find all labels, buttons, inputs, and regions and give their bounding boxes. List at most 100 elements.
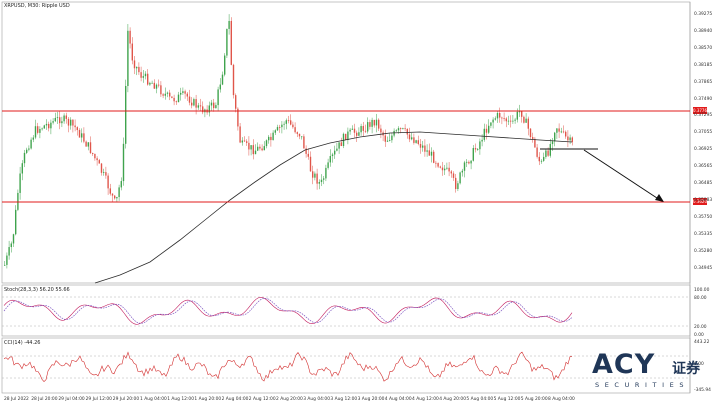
stoch-signal-line (3, 297, 573, 324)
candle-body (347, 131, 349, 140)
candle-body (463, 162, 466, 171)
candle-body (160, 85, 162, 95)
cci-indicator-label: CCI(14) -44.26 (4, 340, 41, 346)
time-tick-label-14: 4 Aug 04:00 (384, 397, 412, 402)
candle-body (250, 145, 252, 150)
candle-body (215, 105, 217, 109)
candle-body (380, 128, 382, 133)
candle-body (450, 171, 452, 174)
candle-body (503, 118, 505, 119)
candle-body (551, 141, 554, 145)
candle-body (459, 172, 461, 184)
projection-arrow-shaft[interactable] (583, 149, 661, 201)
candle-body (411, 137, 413, 140)
candle-body (138, 66, 140, 73)
candle-body (94, 153, 96, 159)
chart-title: XRPUSD, M30: Ripple USD (4, 3, 70, 9)
candle-body (107, 175, 109, 189)
candle-body (72, 119, 74, 126)
cci-tick-label-0: 443.22 (694, 340, 710, 345)
candle-body (125, 85, 127, 144)
candle-body (158, 84, 160, 86)
logo-subtitle: SECURITIES (595, 381, 690, 389)
candle-body (305, 148, 307, 154)
candle-body (446, 167, 448, 169)
candle-body (226, 28, 228, 56)
price-tick-label-11: 0.35983 (694, 197, 713, 203)
candle-body (45, 123, 48, 126)
price-tick-label-10: 0.36485 (694, 181, 713, 186)
candle-body (549, 144, 551, 156)
candle-body (140, 72, 142, 78)
candle-body (182, 91, 184, 93)
candle-body (56, 117, 59, 119)
projection-arrow-head (655, 194, 664, 202)
candle-body (184, 91, 186, 94)
candle-body (265, 140, 268, 147)
candle-body (320, 179, 323, 183)
candle-body (41, 128, 43, 130)
candle-body (129, 30, 131, 44)
candle-body (384, 135, 386, 142)
candle-body (452, 173, 455, 178)
candle-body (303, 136, 305, 149)
candle-body (131, 43, 133, 61)
candle-body (259, 146, 261, 149)
candle-body (406, 128, 408, 135)
candle-body (481, 139, 483, 142)
stoch-panel-frame (1, 284, 691, 337)
candle-body (52, 121, 54, 123)
candle-body (371, 119, 373, 127)
candle-body (155, 84, 158, 89)
candle-body (281, 124, 283, 128)
candle-body (26, 149, 28, 153)
candle-body (562, 131, 565, 133)
candle-body (120, 181, 122, 188)
time-tick-label-5: 1 Aug 04:00 (140, 397, 167, 402)
candle-body (208, 105, 210, 113)
stoch-tick-label-2: 20.00 (694, 325, 707, 330)
stoch-indicator-label: Stoch(28,3,3) 56.20 55.66 (4, 287, 70, 293)
stoch-tick-label-3: 0.00 (694, 333, 704, 338)
candle-body (74, 125, 76, 128)
acy-securities-logo: ACY 证券 SECURITIES (592, 349, 712, 399)
candle-body (338, 142, 340, 149)
candle-body (39, 129, 41, 133)
candle-body (492, 119, 494, 123)
candle-body (518, 111, 521, 113)
candle-body (329, 156, 331, 163)
candle-body (118, 187, 120, 198)
candle-body (109, 188, 111, 194)
candle-body (92, 153, 94, 154)
candle-body (23, 152, 26, 164)
candle-body (556, 128, 558, 133)
candle-body (28, 148, 30, 150)
candle-body (331, 154, 334, 157)
candle-body (15, 209, 17, 235)
candle-body (76, 127, 78, 131)
candle-body (70, 119, 72, 126)
candle-body (307, 153, 309, 157)
candle-body (193, 99, 195, 106)
candle-body (98, 160, 100, 164)
candle-body (560, 131, 562, 133)
candle-body (400, 128, 402, 129)
resistance-price-tag: 0.37769 (693, 107, 710, 114)
candle-body (351, 128, 353, 130)
cci-tick-label-1: 0.00 (694, 362, 704, 367)
candle-body (237, 108, 239, 127)
candle-body (81, 133, 83, 138)
candle-body (100, 163, 103, 173)
candle-body (268, 136, 270, 141)
candle-body (318, 182, 320, 184)
candle-body (419, 143, 422, 148)
candle-body (87, 142, 89, 147)
candle-body (232, 64, 235, 96)
candle-body (63, 115, 65, 122)
candle-body (474, 148, 477, 150)
candle-body (538, 156, 540, 162)
stoch-tick-label-0: 100.00 (694, 288, 710, 293)
candle-body (153, 82, 155, 89)
moving-average-line (94, 131, 573, 284)
